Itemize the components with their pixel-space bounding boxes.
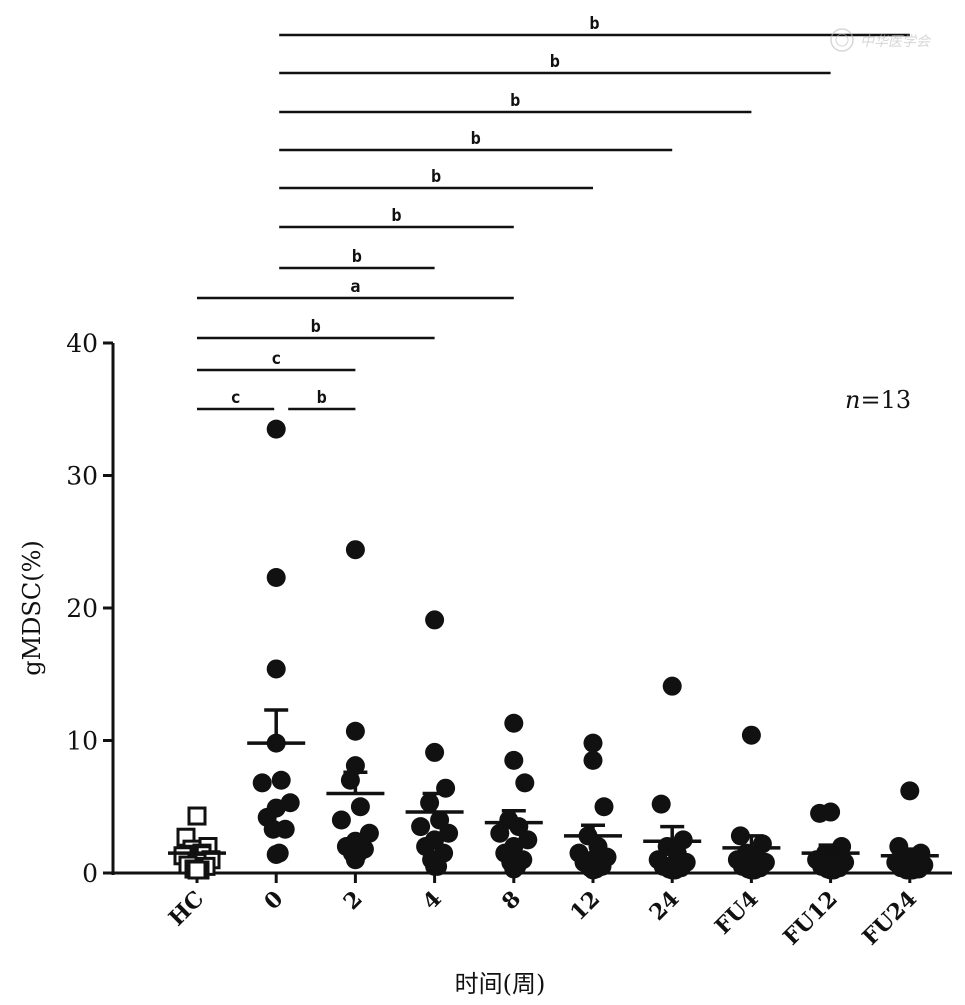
x-tick-label: 8 [497,886,526,915]
watermark-text: 中华医学会 [860,34,932,50]
significance-label: b [471,129,481,149]
data-point [515,773,535,793]
y-tick-label: 10 [66,727,98,756]
x-tick-label: 12 [565,886,605,926]
data-point [263,819,283,839]
data-point [350,797,370,817]
data-point [504,750,524,770]
significance-label: b [317,388,327,408]
x-tick-label: 2 [338,886,367,915]
y-tick-label: 30 [66,462,98,491]
x-tick-label: HC [164,886,209,931]
x-tick-label: 0 [259,886,288,915]
data-point [252,773,272,793]
data-point [583,733,603,753]
n-annotation: n=13 [845,386,911,414]
significance-label: b [391,206,401,226]
significance-label: b [352,247,362,267]
data-point [425,610,445,630]
data-point [345,721,365,741]
data-point [425,856,445,876]
data-point [583,750,603,770]
data-point [430,810,450,830]
data-point [821,860,841,880]
data-point [490,823,510,843]
x-tick-label: FU4 [710,886,764,940]
hc-data-point [187,860,207,880]
data-point [504,859,524,879]
data-point [662,860,682,880]
y-tick-label: 0 [82,859,98,888]
n-value: =13 [860,386,911,414]
significance-label: b [550,52,560,72]
data-point [900,781,920,801]
data-point [583,860,603,880]
significance-label: c [271,349,281,369]
hc-data-point [187,806,207,826]
x-tick-label: 4 [418,886,447,915]
significance-label: a [350,277,360,297]
significance-label: b [431,167,441,187]
data-point [266,568,286,588]
data-point [651,794,671,814]
data-point [810,803,830,823]
significance-label: c [230,388,240,408]
data-point [331,810,351,830]
data-point [345,540,365,560]
data-point [271,770,291,790]
data-point [345,756,365,776]
significance-label: b [311,317,321,337]
data-point [266,844,286,864]
data-point [345,850,365,870]
data-point [425,742,445,762]
n-symbol: n [845,386,860,414]
significance-label: b [510,91,520,111]
data-point [900,860,920,880]
data-point [359,823,379,843]
y-tick-label: 40 [66,329,98,358]
data-point [741,725,761,745]
significance-label: b [589,14,599,34]
watermark-logo: 中华医学会 [830,28,932,52]
data-point [266,659,286,679]
data-point [594,797,614,817]
x-tick-label: 24 [644,886,684,926]
axes [111,343,952,875]
y-tick-label: 20 [66,594,98,623]
data-point [741,860,761,880]
data-point [662,676,682,696]
y-axis-label: gMDSC(%) [18,540,46,676]
data-point [411,817,431,837]
x-tick-label: FU12 [778,886,843,951]
x-axis-label: 时间(周) [455,970,546,998]
data-point [266,419,286,439]
x-tick-label: FU24 [857,886,922,951]
data-point [504,713,524,733]
